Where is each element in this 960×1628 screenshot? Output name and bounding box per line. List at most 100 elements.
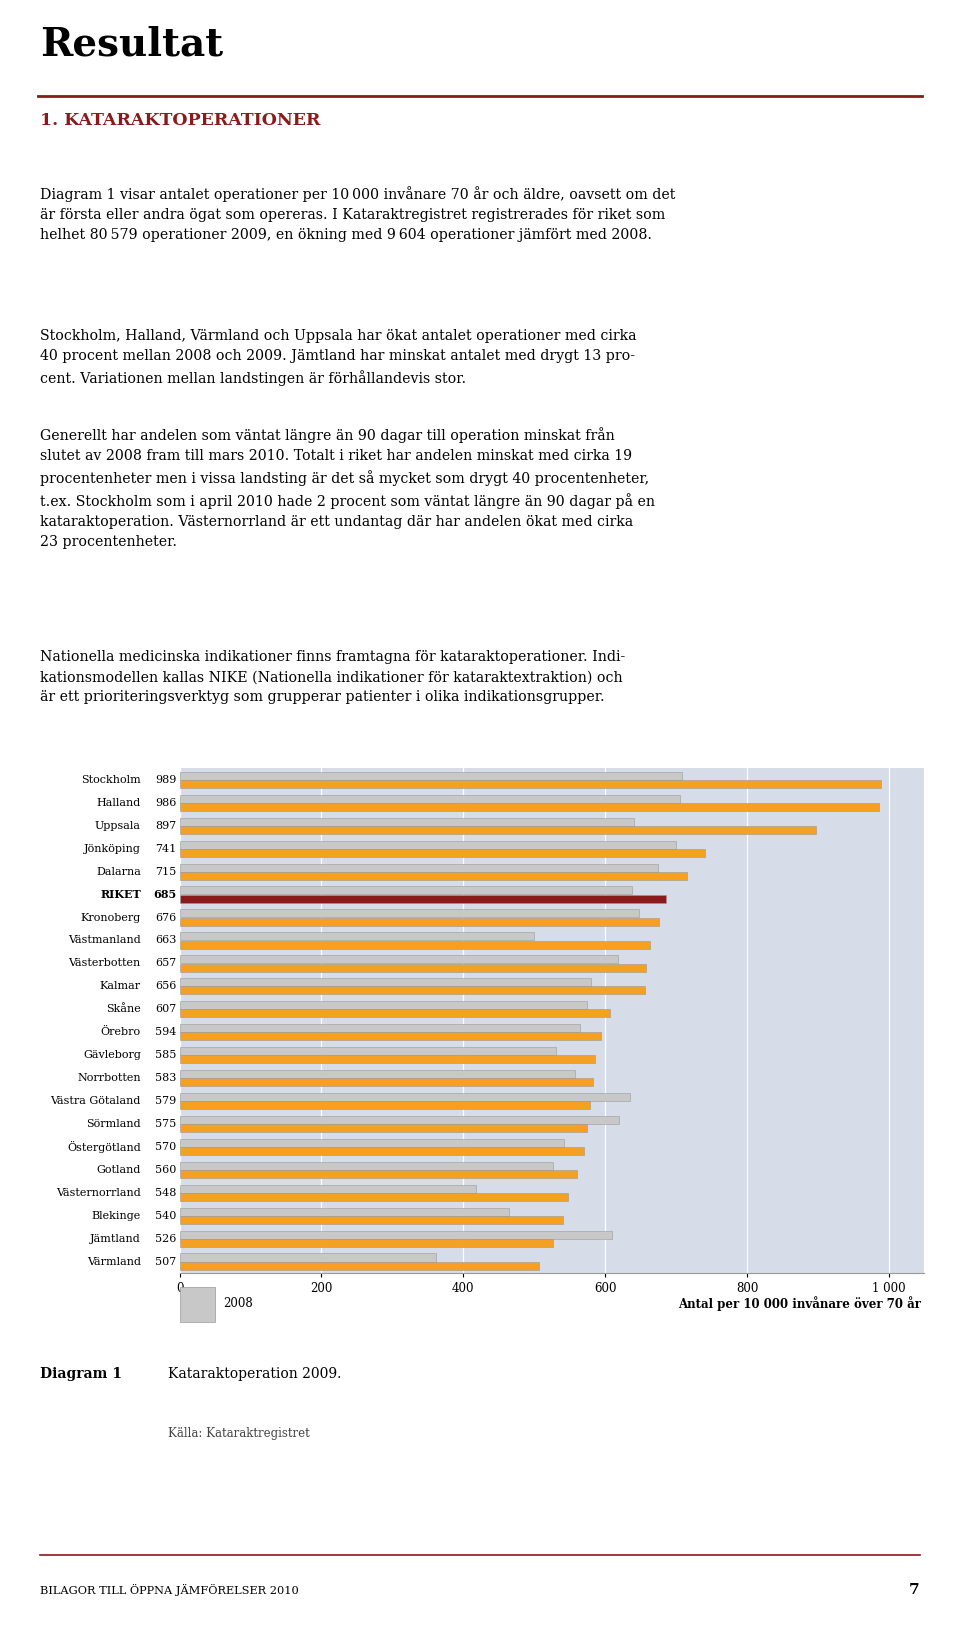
- Bar: [180, 1262, 540, 1270]
- Bar: [180, 1239, 553, 1247]
- Text: Skåne: Skåne: [107, 1004, 141, 1014]
- Text: Diagram 1: Diagram 1: [40, 1368, 122, 1381]
- Bar: [180, 1009, 611, 1018]
- Text: Jämtland: Jämtland: [90, 1234, 141, 1244]
- Bar: [180, 825, 816, 834]
- Text: 715: 715: [156, 866, 177, 876]
- Bar: [180, 918, 660, 926]
- Text: 897: 897: [156, 821, 177, 830]
- Bar: [180, 933, 535, 941]
- Text: 585: 585: [156, 1050, 177, 1060]
- Text: Resultat: Resultat: [40, 24, 224, 63]
- Bar: [180, 1208, 510, 1216]
- Bar: [180, 1092, 630, 1101]
- Text: Norrbotten: Norrbotten: [77, 1073, 141, 1083]
- Bar: [180, 1193, 568, 1201]
- Text: 540: 540: [156, 1211, 177, 1221]
- Bar: [180, 910, 639, 918]
- Text: Uppsala: Uppsala: [95, 821, 141, 830]
- Bar: [180, 840, 676, 848]
- Bar: [180, 1162, 553, 1171]
- Text: Blekinge: Blekinge: [91, 1211, 141, 1221]
- Text: 575: 575: [156, 1118, 177, 1128]
- Text: Dalarna: Dalarna: [96, 866, 141, 876]
- Text: 2008: 2008: [223, 1298, 252, 1309]
- Text: Källa: Kataraktregistret: Källa: Kataraktregistret: [168, 1426, 310, 1439]
- Bar: [180, 1024, 581, 1032]
- Bar: [180, 895, 665, 904]
- Text: Västerbotten: Västerbotten: [68, 959, 141, 969]
- Bar: [180, 803, 879, 811]
- Bar: [180, 817, 634, 825]
- Bar: [180, 1047, 556, 1055]
- Bar: [180, 1115, 619, 1123]
- Text: Gotland: Gotland: [96, 1166, 141, 1175]
- Text: Generellt har andelen som väntat längre än 90 dagar till operation minskat från
: Generellt har andelen som väntat längre …: [40, 428, 656, 550]
- Text: 7: 7: [909, 1584, 920, 1597]
- Bar: [180, 1171, 577, 1179]
- Text: Halland: Halland: [97, 798, 141, 807]
- Text: 986: 986: [156, 798, 177, 807]
- Text: Västernorrland: Västernorrland: [56, 1188, 141, 1198]
- Text: Örebro: Örebro: [101, 1027, 141, 1037]
- Text: BILAGOR TILL ÖPPNA JÄMFÖRELSER 2010: BILAGOR TILL ÖPPNA JÄMFÖRELSER 2010: [40, 1584, 300, 1597]
- Text: Kronoberg: Kronoberg: [81, 913, 141, 923]
- Text: Stockholm, Halland, Värmland och Uppsala har ökat antalet operationer med cirka
: Stockholm, Halland, Värmland och Uppsala…: [40, 329, 636, 386]
- Text: Gävleborg: Gävleborg: [83, 1050, 141, 1060]
- Bar: [180, 1231, 612, 1239]
- Bar: [180, 1055, 594, 1063]
- Bar: [180, 848, 706, 856]
- Text: 685: 685: [154, 889, 177, 900]
- Bar: [180, 964, 646, 972]
- Bar: [180, 1148, 584, 1156]
- Text: 583: 583: [156, 1073, 177, 1083]
- Text: 579: 579: [156, 1096, 177, 1105]
- Text: 656: 656: [156, 982, 177, 991]
- Bar: [180, 956, 618, 964]
- Bar: [180, 1032, 601, 1040]
- Bar: [180, 941, 650, 949]
- Bar: [180, 1254, 437, 1262]
- Text: Stockholm: Stockholm: [81, 775, 141, 785]
- Text: Västmanland: Västmanland: [68, 936, 141, 946]
- Text: 657: 657: [156, 959, 177, 969]
- Bar: [180, 1288, 215, 1322]
- Text: Kataraktoperation 2009.: Kataraktoperation 2009.: [168, 1368, 342, 1381]
- Bar: [180, 978, 591, 987]
- Bar: [180, 1185, 476, 1193]
- Text: 741: 741: [156, 843, 177, 853]
- Text: 607: 607: [156, 1004, 177, 1014]
- Bar: [180, 1123, 588, 1131]
- Text: 663: 663: [156, 936, 177, 946]
- Bar: [180, 863, 659, 871]
- Bar: [180, 886, 633, 894]
- Text: RIKET: RIKET: [100, 889, 141, 900]
- Text: 1. KATARAKTOPERATIONER: 1. KATARAKTOPERATIONER: [40, 112, 321, 129]
- Bar: [180, 1078, 593, 1086]
- Text: Nationella medicinska indikationer finns framtagna för kataraktoperationer. Indi: Nationella medicinska indikationer finns…: [40, 650, 626, 705]
- Text: Diagram 1 visar antalet operationer per 10 000 invånare 70 år och äldre, oavsett: Diagram 1 visar antalet operationer per …: [40, 186, 676, 243]
- Bar: [180, 794, 680, 803]
- Bar: [180, 1001, 588, 1009]
- Bar: [180, 1070, 575, 1078]
- Text: 548: 548: [156, 1188, 177, 1198]
- Bar: [180, 772, 682, 780]
- Bar: [180, 1101, 590, 1109]
- Text: 526: 526: [156, 1234, 177, 1244]
- Text: Östergötland: Östergötland: [67, 1141, 141, 1153]
- Bar: [180, 987, 645, 995]
- Text: Västra Götaland: Västra Götaland: [51, 1096, 141, 1105]
- Bar: [180, 1216, 563, 1224]
- Text: 676: 676: [156, 913, 177, 923]
- Text: Kalmar: Kalmar: [100, 982, 141, 991]
- Text: 594: 594: [156, 1027, 177, 1037]
- Text: Sörmland: Sörmland: [86, 1118, 141, 1128]
- Bar: [180, 871, 686, 879]
- Text: 507: 507: [156, 1257, 177, 1267]
- Text: Jönköping: Jönköping: [84, 843, 141, 853]
- Bar: [180, 780, 881, 788]
- Text: Värmland: Värmland: [86, 1257, 141, 1267]
- Text: 570: 570: [156, 1141, 177, 1153]
- Text: Antal per 10 000 invånare över 70 år: Antal per 10 000 invånare över 70 år: [678, 1296, 921, 1311]
- Bar: [180, 1138, 564, 1146]
